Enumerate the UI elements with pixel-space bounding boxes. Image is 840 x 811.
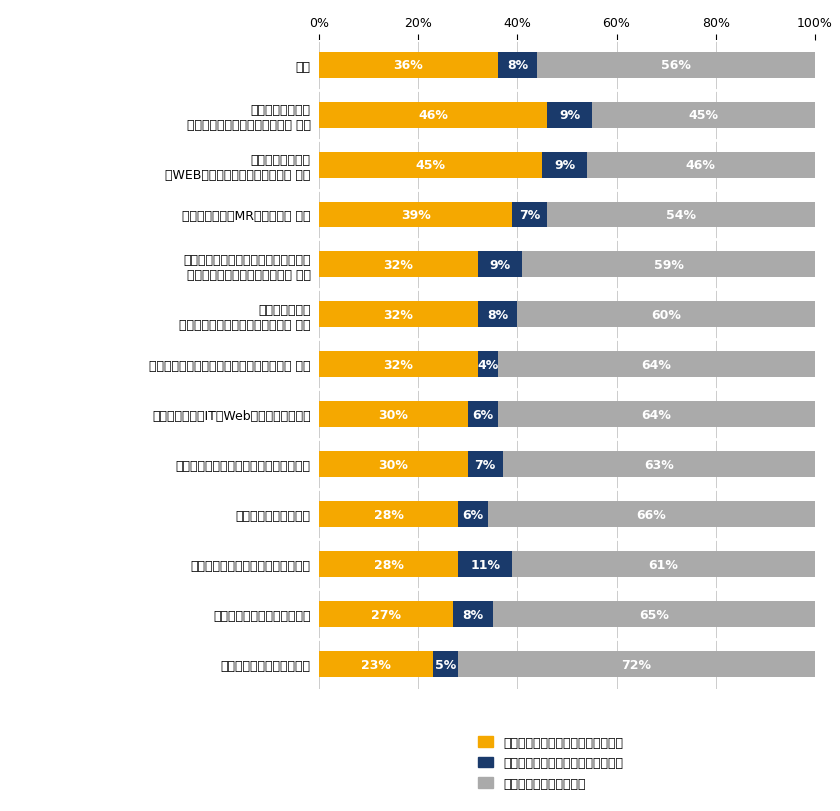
Text: 8%: 8% [487, 308, 508, 321]
Text: 30%: 30% [379, 458, 408, 471]
Bar [512, 202, 547, 228]
Text: 9%: 9% [554, 159, 575, 172]
Bar [319, 252, 478, 278]
Text: 28%: 28% [374, 558, 403, 571]
Bar [319, 502, 458, 528]
Bar [433, 651, 458, 677]
Bar [319, 102, 547, 128]
Bar [492, 602, 815, 628]
Bar [522, 252, 815, 278]
Text: 45%: 45% [416, 159, 446, 172]
Bar [497, 53, 538, 79]
Text: 56%: 56% [661, 59, 691, 72]
Bar [319, 202, 512, 228]
Text: 4%: 4% [477, 358, 498, 371]
Text: 65%: 65% [638, 608, 669, 621]
Text: 61%: 61% [648, 558, 679, 571]
Text: 11%: 11% [470, 558, 501, 571]
Bar [468, 452, 502, 478]
Bar [547, 202, 815, 228]
Bar [319, 602, 453, 628]
Text: 66%: 66% [637, 508, 666, 521]
Text: 8%: 8% [507, 59, 528, 72]
Text: 39%: 39% [401, 208, 431, 221]
Bar [488, 502, 815, 528]
Text: 6%: 6% [462, 508, 483, 521]
Text: 6%: 6% [472, 409, 493, 422]
Text: 5%: 5% [435, 658, 456, 671]
Bar [458, 651, 815, 677]
Bar [547, 102, 591, 128]
Text: 63%: 63% [643, 458, 674, 471]
Text: 46%: 46% [686, 159, 716, 172]
Text: 59%: 59% [654, 259, 684, 272]
Bar [453, 602, 492, 628]
Bar [468, 402, 497, 428]
Bar [478, 302, 517, 328]
Bar [497, 352, 815, 378]
Bar [502, 452, 815, 478]
Text: 64%: 64% [641, 409, 671, 422]
Bar [319, 352, 478, 378]
Legend: 転職活動を始めるきっかけになった, 転職活動を止めるきっかけになった, 転職活動への影響はない: 転職活動を始めるきっかけになった, 転職活動を止めるきっかけになった, 転職活動… [474, 732, 627, 793]
Bar [538, 53, 815, 79]
Bar [319, 551, 458, 577]
Text: 23%: 23% [361, 658, 391, 671]
Bar [591, 102, 815, 128]
Text: 36%: 36% [393, 59, 423, 72]
Text: 7%: 7% [475, 458, 496, 471]
Text: 8%: 8% [462, 608, 483, 621]
Bar [319, 651, 433, 677]
Bar [319, 53, 497, 79]
Bar [458, 551, 512, 577]
Bar [512, 551, 815, 577]
Bar [478, 352, 497, 378]
Text: 32%: 32% [384, 259, 413, 272]
Bar [458, 502, 488, 528]
Text: 60%: 60% [651, 308, 681, 321]
Text: 54%: 54% [666, 208, 696, 221]
Text: 32%: 32% [384, 308, 413, 321]
Text: 9%: 9% [559, 109, 580, 122]
Text: 64%: 64% [641, 358, 671, 371]
Bar [517, 302, 815, 328]
Text: 30%: 30% [379, 409, 408, 422]
Text: 28%: 28% [374, 508, 403, 521]
Bar [319, 152, 543, 178]
Bar [319, 452, 468, 478]
Text: 32%: 32% [384, 358, 413, 371]
Text: 46%: 46% [418, 109, 448, 122]
Text: 7%: 7% [519, 208, 540, 221]
Bar [319, 402, 468, 428]
Bar [478, 252, 522, 278]
Text: 9%: 9% [490, 259, 511, 272]
Bar [587, 152, 815, 178]
Bar [497, 402, 815, 428]
Text: 27%: 27% [371, 608, 402, 621]
Text: 72%: 72% [622, 658, 651, 671]
Text: 45%: 45% [688, 109, 718, 122]
Bar [319, 302, 478, 328]
Bar [543, 152, 587, 178]
